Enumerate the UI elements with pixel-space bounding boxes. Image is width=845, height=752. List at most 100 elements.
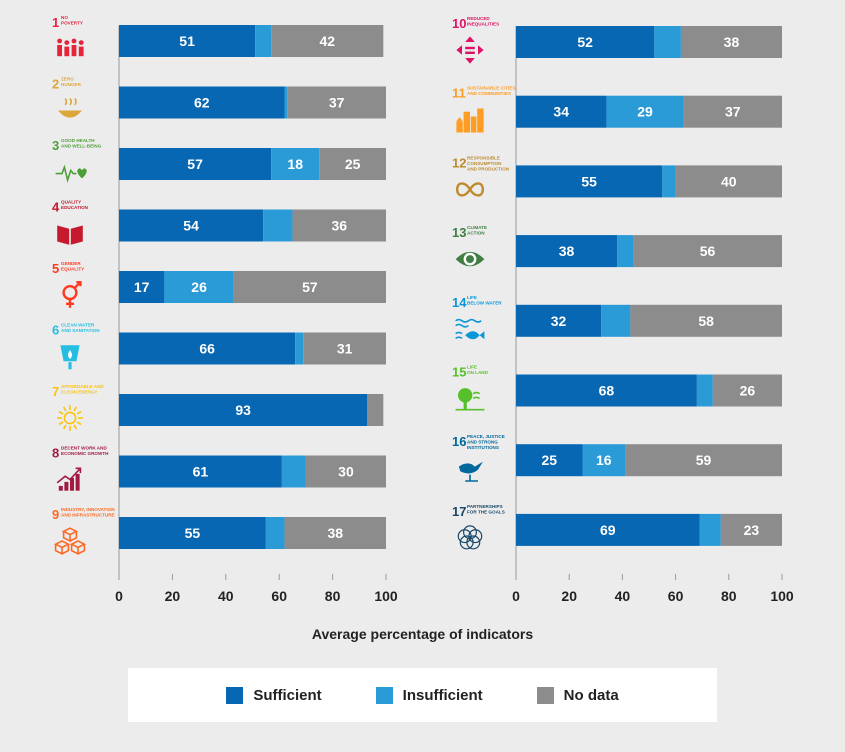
bar-no-data-goal-12 bbox=[675, 165, 782, 198]
data-label-no-data-goal-5: 57 bbox=[302, 279, 318, 295]
data-label-sufficient-goal-8: 61 bbox=[193, 464, 209, 480]
data-label-sufficient-goal-9: 55 bbox=[185, 525, 201, 541]
data-label-sufficient-goal-7: 93 bbox=[235, 402, 251, 418]
goal-name-line: INDUSTRY, INNOVATION bbox=[61, 507, 115, 512]
data-label-no-data-goal-16: 59 bbox=[696, 452, 712, 468]
data-label-no-data-goal-9: 38 bbox=[327, 525, 343, 541]
water-drop-icon bbox=[60, 345, 80, 370]
bar-insufficient-goal-17 bbox=[699, 513, 721, 546]
bar-no-data-goal-14 bbox=[630, 304, 782, 337]
bar-insufficient-goal-1 bbox=[255, 25, 272, 57]
bar-sufficient-goal-1 bbox=[119, 25, 256, 57]
x-tick-label: 60 bbox=[668, 588, 684, 604]
family-icon bbox=[57, 38, 84, 57]
bar-no-data-goal-16 bbox=[625, 444, 782, 477]
goal-number: 12 bbox=[452, 155, 466, 170]
goal-name-line: ZERO bbox=[61, 77, 74, 82]
data-label-no-data-goal-17: 23 bbox=[744, 522, 760, 538]
data-label-no-data-goal-3: 25 bbox=[345, 156, 361, 172]
goal-number: 5 bbox=[52, 261, 59, 276]
bar-insufficient-goal-6 bbox=[295, 332, 304, 365]
goal-name-line: AND PRODUCTION bbox=[467, 166, 510, 171]
goal-name-line: QUALITY bbox=[61, 200, 81, 205]
goal-name-line: LIFE bbox=[467, 365, 477, 370]
bar-sufficient-goal-9 bbox=[119, 517, 266, 549]
bar-sufficient-goal-2 bbox=[119, 86, 285, 119]
bar-sufficient-goal-13 bbox=[516, 235, 618, 268]
legend-label-insufficient: Insufficient bbox=[402, 686, 483, 704]
gender-icon bbox=[62, 281, 82, 308]
data-label-sufficient-goal-11: 34 bbox=[553, 104, 569, 120]
goal-name-line: FOR THE GOALS bbox=[467, 509, 505, 514]
x-tick-label: 40 bbox=[218, 588, 234, 604]
goal-name-line: NO bbox=[61, 15, 68, 20]
bar-sufficient-goal-4 bbox=[119, 209, 264, 242]
bar-insufficient-goal-15 bbox=[696, 374, 713, 407]
x-axis-title: Average percentage of indicators bbox=[311, 626, 534, 642]
goal-name-line: EQUALITY bbox=[61, 267, 84, 272]
tree-icon bbox=[455, 388, 485, 411]
bar-insufficient-goal-5 bbox=[164, 271, 234, 303]
bar-sufficient-goal-6 bbox=[119, 332, 296, 365]
data-label-no-data-goal-13: 56 bbox=[700, 243, 716, 259]
data-label-sufficient-goal-17: 69 bbox=[600, 522, 616, 538]
goal-number: 6 bbox=[52, 323, 59, 338]
x-tick-label: 100 bbox=[374, 588, 398, 604]
rings-icon bbox=[457, 525, 483, 550]
bar-no-data-goal-13 bbox=[633, 235, 782, 268]
legend-swatch-insufficient bbox=[375, 686, 393, 704]
bar-no-data-goal-2 bbox=[287, 86, 386, 119]
goal-name-line: SUSTAINABLE CITIES bbox=[467, 86, 515, 91]
goal-number: 16 bbox=[452, 434, 466, 449]
bar-no-data-goal-6 bbox=[303, 332, 386, 365]
goal-name-line: AND COMMUNITIES bbox=[467, 91, 511, 96]
bar-insufficient-goal-4 bbox=[263, 209, 293, 242]
bar-insufficient-goal-12 bbox=[662, 165, 676, 198]
data-label-no-data-goal-14: 58 bbox=[698, 313, 714, 329]
goal-number: 13 bbox=[452, 225, 466, 240]
goal-name-line: AND STRONG bbox=[467, 440, 498, 445]
bar-no-data-goal-1 bbox=[271, 25, 384, 57]
data-label-no-data-goal-15: 26 bbox=[740, 383, 756, 399]
legend-item-insufficient: Insufficient bbox=[375, 686, 483, 704]
goal-number: 15 bbox=[452, 365, 466, 380]
data-label-sufficient-goal-6: 66 bbox=[199, 341, 215, 357]
goal-name-line: CONSUMPTION bbox=[467, 161, 502, 166]
goal-name-line: GOOD HEALTH bbox=[61, 138, 95, 143]
data-label-no-data-goal-4: 36 bbox=[331, 218, 347, 234]
bar-sufficient-goal-17 bbox=[516, 513, 700, 546]
bar-sufficient-goal-7 bbox=[119, 394, 368, 426]
x-tick-label: 80 bbox=[325, 588, 341, 604]
goal-number: 3 bbox=[52, 138, 59, 153]
legend-swatch-sufficient bbox=[226, 686, 244, 704]
goal-name-line: INSTITUTIONS bbox=[467, 445, 499, 450]
data-label-no-data-goal-12: 40 bbox=[721, 173, 737, 189]
goal-name-line: DECENT WORK AND bbox=[61, 446, 107, 451]
goal-name-line: EDUCATION bbox=[61, 205, 89, 210]
bar-sufficient-goal-10 bbox=[516, 26, 655, 58]
goal-number: 17 bbox=[452, 504, 466, 519]
bar-sufficient-goal-11 bbox=[516, 95, 607, 128]
bar-insufficient-goal-8 bbox=[281, 455, 306, 488]
goal-name-line: PEACE, JUSTICE bbox=[467, 434, 505, 439]
data-label-sufficient-goal-5: 17 bbox=[134, 279, 150, 295]
x-tick-label: 20 bbox=[561, 588, 577, 604]
bar-no-data-goal-9 bbox=[284, 517, 386, 549]
bar-insufficient-goal-9 bbox=[265, 517, 285, 549]
x-tick-label: 40 bbox=[615, 588, 631, 604]
bar-no-data-goal-7 bbox=[367, 394, 384, 426]
bar-no-data-goal-17 bbox=[720, 513, 782, 546]
data-label-sufficient-goal-13: 38 bbox=[559, 243, 575, 259]
